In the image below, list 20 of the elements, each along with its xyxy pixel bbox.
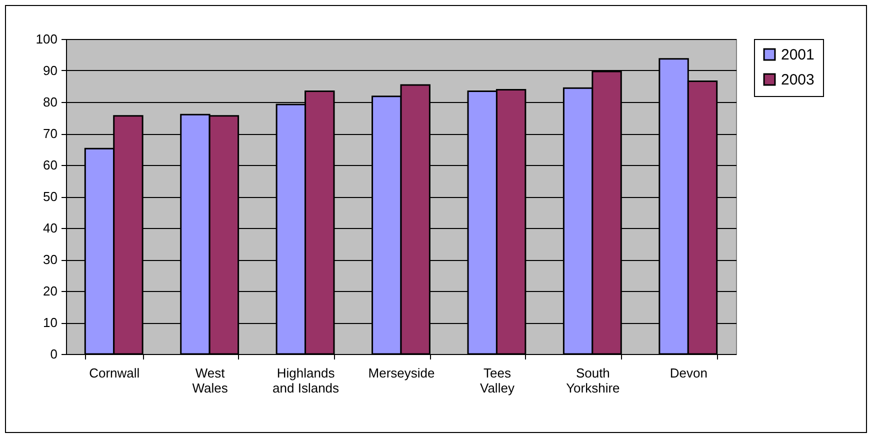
- x-tick-label: Tees Valley: [480, 366, 515, 396]
- y-tick-label: 70: [43, 126, 58, 141]
- y-tick-label: 50: [43, 189, 58, 204]
- y-tick-label: 20: [43, 284, 58, 298]
- x-tick-label: Cornwall: [89, 366, 140, 380]
- x-tick-label: South Yorkshire: [566, 366, 620, 396]
- x-tick-label: Highlands and Islands: [272, 366, 340, 396]
- x-tick-label: Merseyside: [368, 366, 435, 380]
- x-tick-label: Devon: [670, 366, 708, 380]
- y-tick-label: 60: [43, 158, 58, 172]
- y-tick-label: 80: [43, 94, 58, 110]
- y-tick-label: 90: [43, 63, 58, 78]
- y-tick-label: 40: [43, 220, 58, 236]
- y-tick-label: 30: [43, 252, 58, 267]
- y-tick-label: 10: [43, 315, 58, 330]
- y-tick-label: 0: [50, 346, 58, 362]
- legend-label: 2003: [781, 72, 814, 88]
- x-tick-label: West Wales: [192, 366, 228, 396]
- legend-label: 2001: [781, 46, 814, 64]
- y-tick-label: 100: [36, 32, 58, 46]
